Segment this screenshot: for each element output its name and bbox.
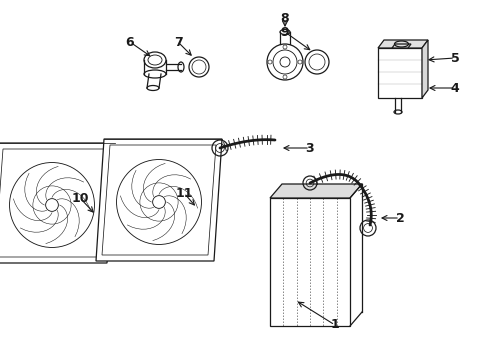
Polygon shape: [96, 139, 222, 261]
Polygon shape: [270, 198, 350, 326]
Text: 11: 11: [175, 186, 193, 199]
Polygon shape: [270, 184, 362, 198]
Text: 10: 10: [71, 192, 89, 204]
Text: 8: 8: [281, 12, 289, 24]
Text: 6: 6: [126, 36, 134, 49]
Text: 1: 1: [331, 319, 340, 332]
Text: 9: 9: [281, 26, 289, 39]
Polygon shape: [392, 44, 411, 48]
Polygon shape: [378, 48, 422, 98]
Polygon shape: [378, 40, 428, 48]
Text: 5: 5: [451, 51, 459, 64]
Text: 7: 7: [173, 36, 182, 49]
Polygon shape: [0, 143, 115, 263]
Polygon shape: [422, 40, 428, 98]
Text: 2: 2: [395, 212, 404, 225]
Text: 3: 3: [306, 141, 314, 154]
Text: 4: 4: [451, 81, 459, 95]
